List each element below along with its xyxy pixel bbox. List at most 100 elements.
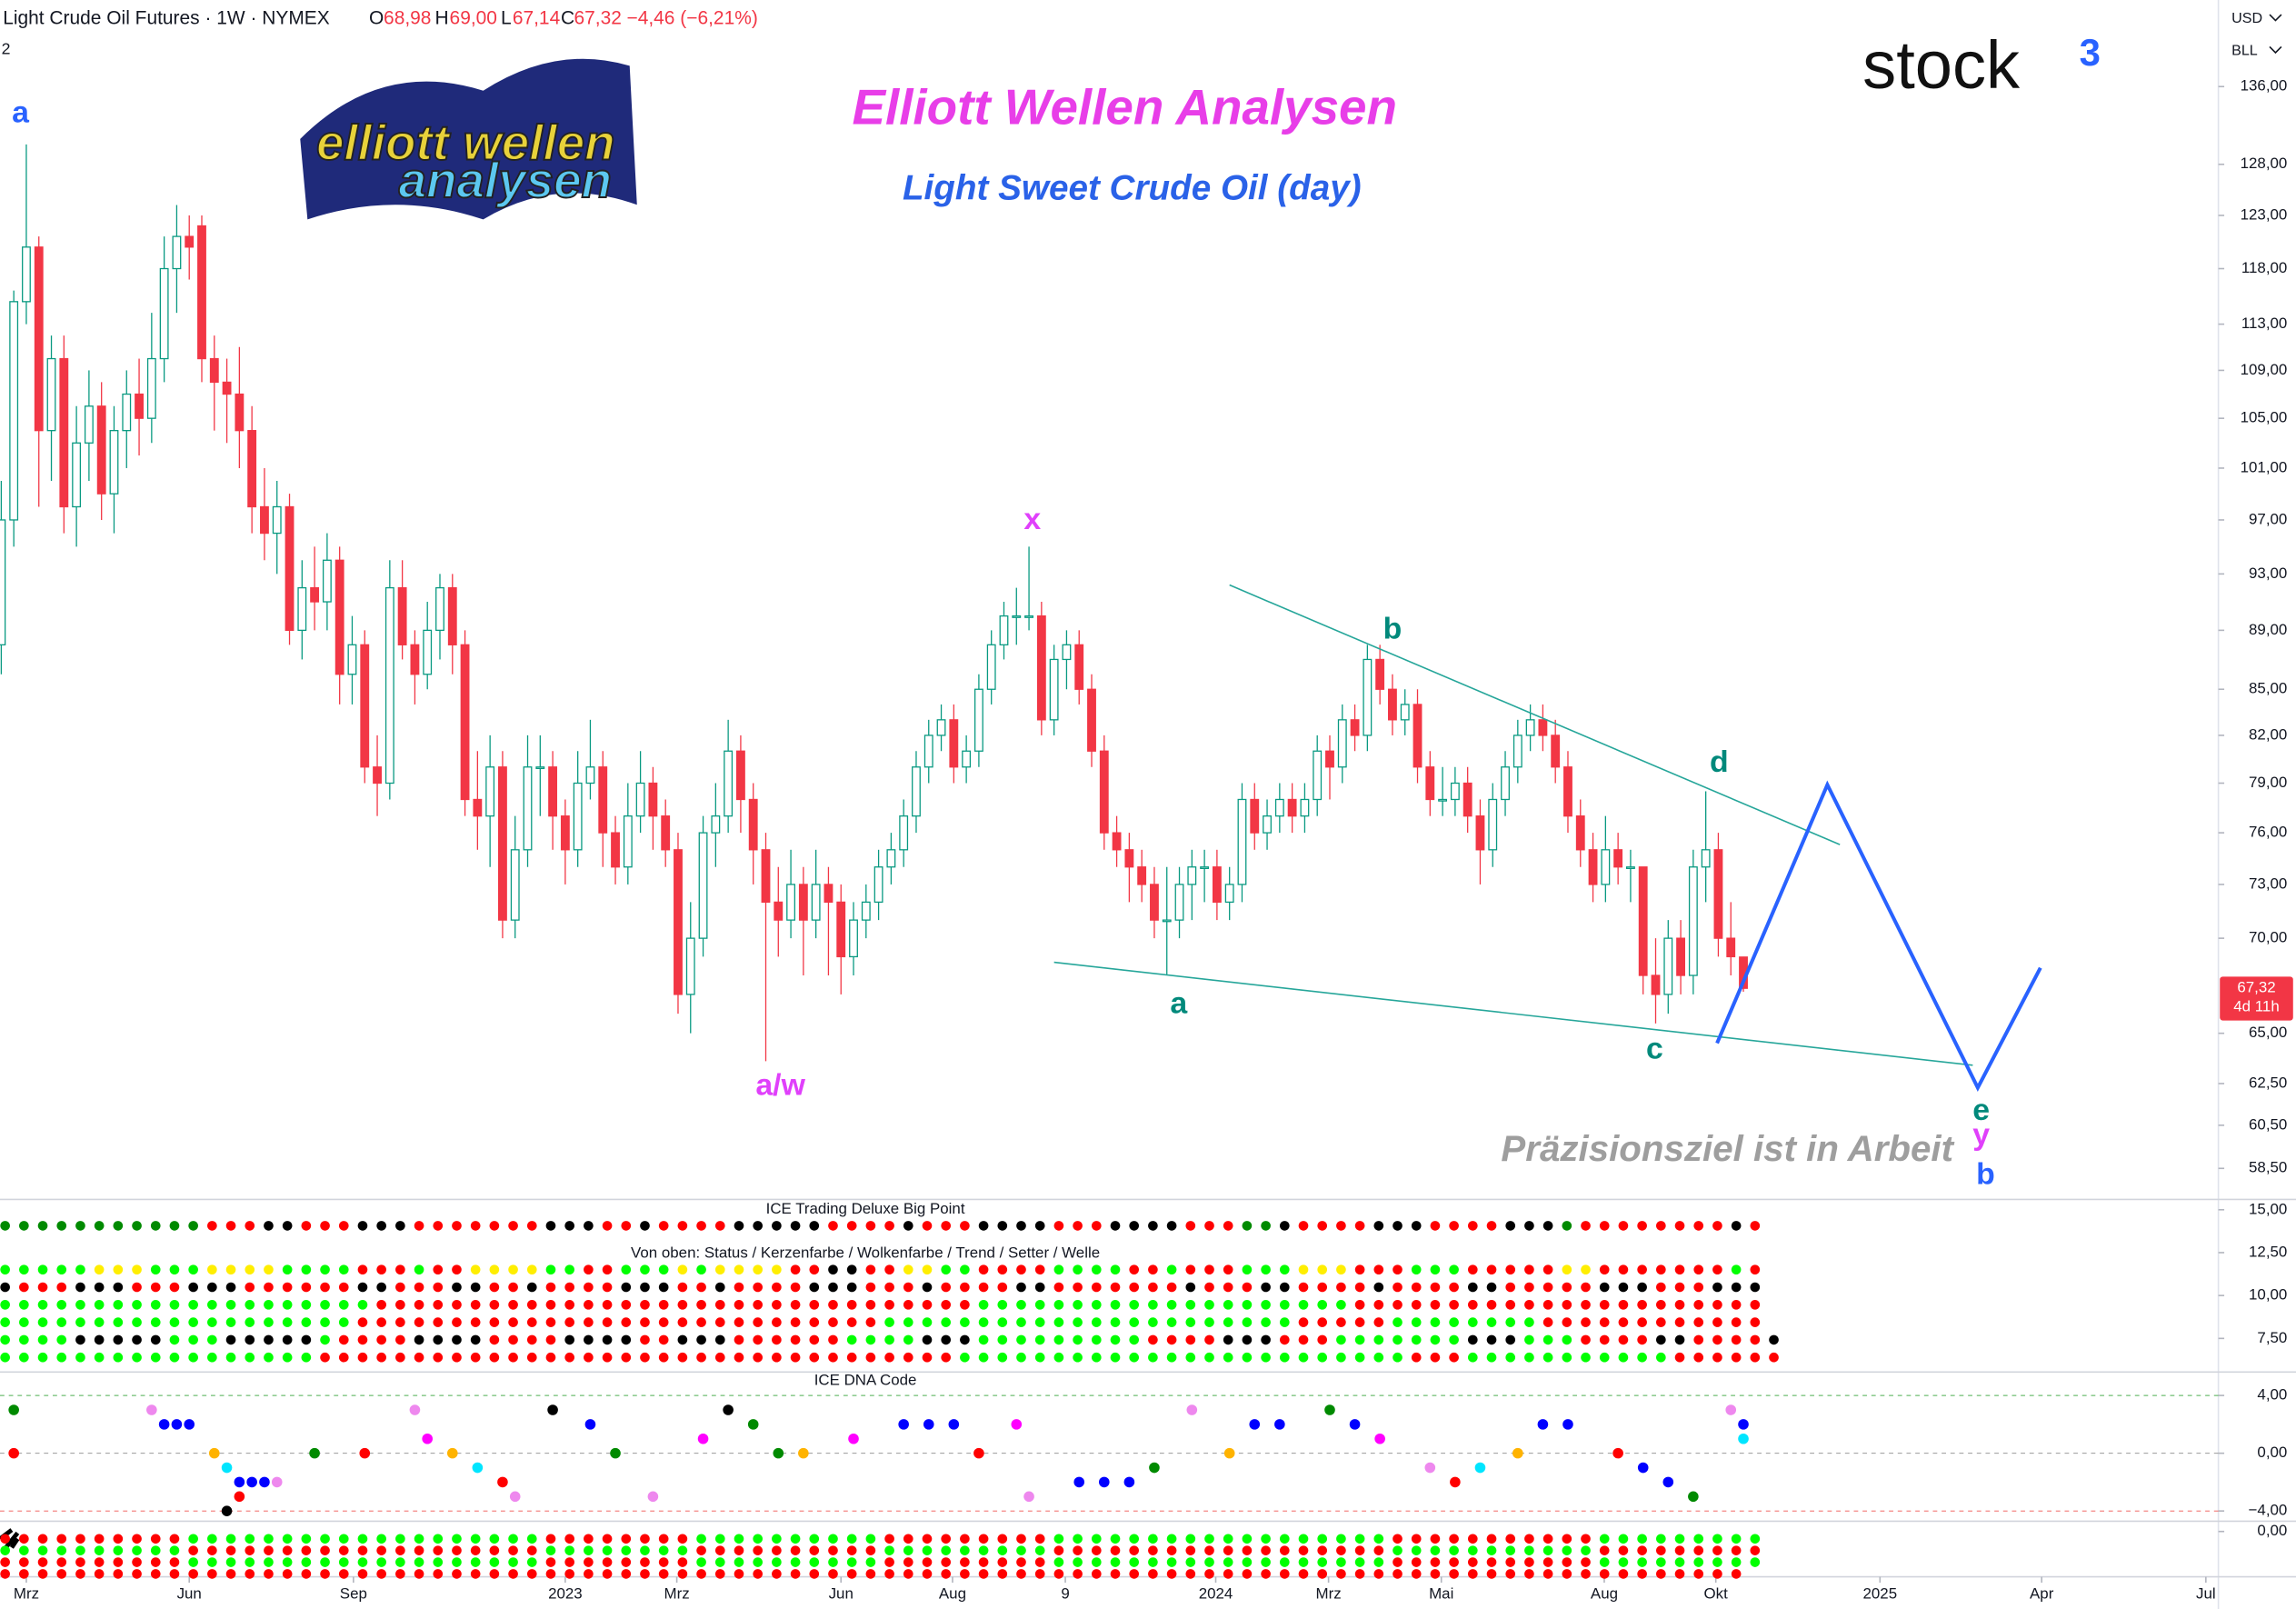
- signal-dot: [584, 1334, 594, 1345]
- signal-dot: [1637, 1299, 1647, 1310]
- signal-dot: [734, 1334, 744, 1345]
- signal-dot: [1242, 1221, 1253, 1231]
- signal-dot: [1486, 1264, 1497, 1275]
- candle-body: [0, 519, 6, 645]
- signal-dot: [1656, 1299, 1666, 1310]
- signal-dot: [1712, 1264, 1722, 1275]
- signal-dot: [1336, 1282, 1346, 1293]
- signal-dot: [1279, 1352, 1290, 1363]
- wave-dot: [1016, 1545, 1026, 1555]
- wave-dot: [564, 1545, 574, 1555]
- signal-dot: [564, 1282, 574, 1293]
- wave-dot: [1034, 1569, 1045, 1579]
- signal-dot: [809, 1334, 820, 1345]
- wave-label: a: [12, 95, 30, 129]
- wave-dot: [433, 1534, 444, 1544]
- wave-label: y: [1972, 1117, 1990, 1152]
- signal-dot: [545, 1282, 556, 1293]
- wave-dot: [1073, 1534, 1083, 1544]
- wave-dot: [1354, 1569, 1365, 1579]
- change: −4,46 (−6,21%): [626, 7, 757, 28]
- signal-dot: [433, 1264, 444, 1275]
- signal-dot: [508, 1264, 518, 1275]
- wave-dot: [1467, 1557, 1478, 1567]
- wave-dot: [395, 1534, 405, 1544]
- wave-dot: [188, 1557, 198, 1567]
- candle-body: [774, 901, 784, 921]
- ohlc-label: H: [434, 7, 448, 28]
- signal-dot: [301, 1282, 312, 1293]
- wave-dot: [376, 1557, 386, 1567]
- signal-dot: [960, 1264, 970, 1275]
- y-tick-label: −4,00: [2249, 1502, 2288, 1519]
- signal-dot: [1053, 1317, 1064, 1327]
- wave-dot: [1204, 1557, 1214, 1567]
- signal-dot: [19, 1352, 29, 1363]
- signal-dot: [113, 1299, 124, 1310]
- wave-dot: [188, 1569, 198, 1579]
- wave-dot: [1053, 1534, 1064, 1544]
- signal-dot: [376, 1282, 386, 1293]
- signal-dot: [188, 1221, 198, 1231]
- signal-dot: [1411, 1299, 1422, 1310]
- wave-dot: [1449, 1557, 1459, 1567]
- wave-dot: [1034, 1534, 1045, 1544]
- wave-dot: [75, 1557, 85, 1567]
- signal-dot: [1034, 1221, 1045, 1231]
- signal-dot: [338, 1352, 349, 1363]
- x-tick-label: Mrz: [14, 1584, 39, 1602]
- candle-body: [1224, 884, 1234, 904]
- wave-dot: [37, 1557, 48, 1567]
- wave-dot: [1750, 1557, 1761, 1567]
- y-tick-label: 62,50: [2249, 1074, 2287, 1091]
- signal-dot: [1185, 1221, 1196, 1231]
- projection-line: [1715, 780, 2042, 1092]
- candle-body: [548, 766, 558, 817]
- signal-dot: [1016, 1352, 1026, 1363]
- candle-body: [485, 766, 495, 817]
- signal-dot: [1393, 1221, 1403, 1231]
- wave-dot: [790, 1534, 801, 1544]
- candle-body: [1263, 815, 1272, 834]
- candle-body: [1287, 798, 1297, 817]
- dropdown-arrow[interactable]: [2269, 14, 2282, 55]
- signal-dot: [225, 1264, 236, 1275]
- wave-dot: [1599, 1569, 1610, 1579]
- signal-dot: [545, 1352, 556, 1363]
- wave-dot: [470, 1557, 481, 1567]
- signal-dot: [714, 1264, 725, 1275]
- candle-body: [999, 615, 1009, 645]
- wave-dot: [395, 1545, 405, 1555]
- signal-dot: [753, 1352, 763, 1363]
- signal-dot: [0, 1334, 10, 1345]
- signal-dot: [433, 1221, 444, 1231]
- signal-dot: [978, 1221, 989, 1231]
- signal-dot: [1279, 1334, 1290, 1345]
- wave-dot: [489, 1534, 500, 1544]
- wave-dot: [526, 1557, 537, 1567]
- wave-label: a: [1170, 985, 1188, 1020]
- signal-dot: [865, 1334, 876, 1345]
- signal-dot: [1091, 1282, 1102, 1293]
- signal-dot: [1637, 1221, 1647, 1231]
- signal-dot: [1393, 1334, 1403, 1345]
- signal-dot: [1731, 1221, 1742, 1231]
- candle-body: [1475, 815, 1485, 851]
- candle-body: [1150, 884, 1159, 921]
- wave-dot: [997, 1569, 1008, 1579]
- signal-dot: [1656, 1221, 1666, 1231]
- wave-dot: [658, 1557, 669, 1567]
- signal-dot: [1542, 1264, 1553, 1275]
- candle-body: [109, 430, 119, 495]
- wave-dot: [56, 1569, 67, 1579]
- wave-dot: [1336, 1545, 1346, 1555]
- signal-dot: [621, 1221, 632, 1231]
- signal-dot: [414, 1352, 424, 1363]
- wave-dot: [903, 1569, 913, 1579]
- candle-body: [135, 393, 144, 419]
- signal-dot: [734, 1317, 744, 1327]
- signal-dot: [1317, 1334, 1328, 1345]
- signal-dot: [941, 1282, 952, 1293]
- trendline: [1053, 961, 1973, 1066]
- signal-dot: [1261, 1221, 1271, 1231]
